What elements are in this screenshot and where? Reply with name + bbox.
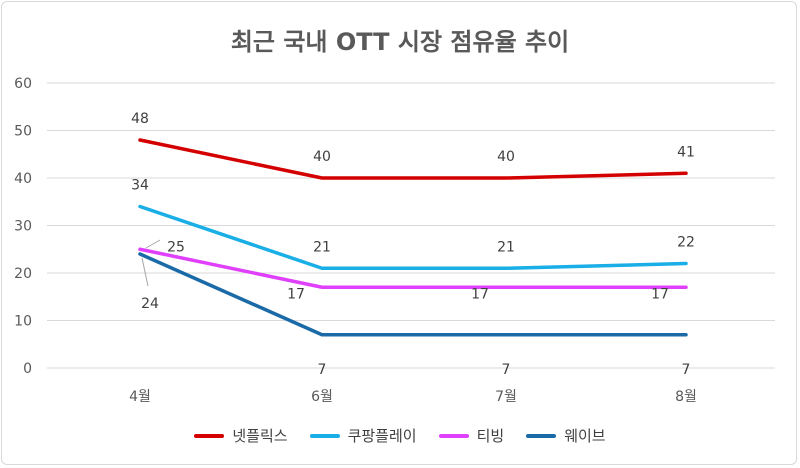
data-label: 7 — [682, 362, 691, 378]
data-label: 21 — [313, 239, 331, 255]
data-label: 17 — [287, 286, 305, 302]
chart-title: 최근 국내 OTT 시장 점유율 추이 — [230, 28, 570, 56]
y-tick-label: 10 — [14, 314, 32, 330]
data-label: 40 — [313, 149, 331, 165]
legend-label: 넷플릭스 — [232, 427, 288, 445]
legend: 넷플릭스 쿠팡플레이 티빙 웨이브 — [0, 425, 800, 446]
x-tick-label: 7월 — [495, 389, 517, 405]
legend-swatch — [194, 433, 225, 438]
legend-item: 넷플릭스 — [194, 425, 288, 446]
series-line — [138, 138, 688, 180]
gridlines — [47, 82, 775, 369]
legend-swatch — [309, 433, 340, 438]
y-tick-label: 0 — [23, 361, 32, 377]
x-tick-label: 4월 — [129, 389, 151, 405]
y-tick-label: 40 — [14, 171, 32, 187]
x-tick-label: 6월 — [311, 389, 333, 405]
legend-label: 티빙 — [476, 427, 505, 445]
legend-item: 쿠팡플레이 — [309, 425, 417, 446]
data-label: 48 — [131, 111, 149, 127]
series-line — [138, 204, 688, 270]
data-label: 34 — [131, 178, 149, 194]
y-tick-label: 20 — [14, 266, 32, 282]
data-label: 22 — [677, 235, 695, 251]
series-line — [138, 247, 688, 289]
data-label: 17 — [471, 286, 489, 302]
label-leader-line — [141, 257, 149, 287]
data-label: 7 — [318, 362, 327, 378]
legend-label: 웨이브 — [564, 427, 606, 445]
data-label: 40 — [497, 149, 515, 165]
y-tick-label: 30 — [14, 219, 32, 235]
y-axis: 0 10 20 30 40 50 60 — [14, 76, 32, 377]
legend-swatch — [526, 433, 557, 438]
label-leader-line — [145, 239, 161, 249]
data-label: 25 — [167, 239, 185, 255]
data-label: 17 — [651, 286, 669, 302]
x-tick-label: 8월 — [675, 389, 697, 405]
y-tick-label: 50 — [14, 124, 32, 140]
series-lines — [138, 138, 688, 337]
data-labels: 48 40 40 41 34 21 21 22 25 17 17 17 24 7 7 7 — [131, 111, 695, 378]
y-tick-label: 60 — [14, 76, 32, 92]
x-axis: 4월 6월 7월 8월 — [129, 389, 697, 405]
data-label: 7 — [502, 362, 511, 378]
data-label: 21 — [497, 239, 515, 255]
data-label: 41 — [677, 144, 695, 160]
data-label: 24 — [141, 296, 159, 312]
series-line — [138, 252, 688, 337]
legend-item: 티빙 — [438, 425, 505, 446]
legend-label: 쿠팡플레이 — [347, 427, 417, 445]
legend-item: 웨이브 — [526, 425, 606, 446]
legend-swatch — [438, 433, 469, 438]
